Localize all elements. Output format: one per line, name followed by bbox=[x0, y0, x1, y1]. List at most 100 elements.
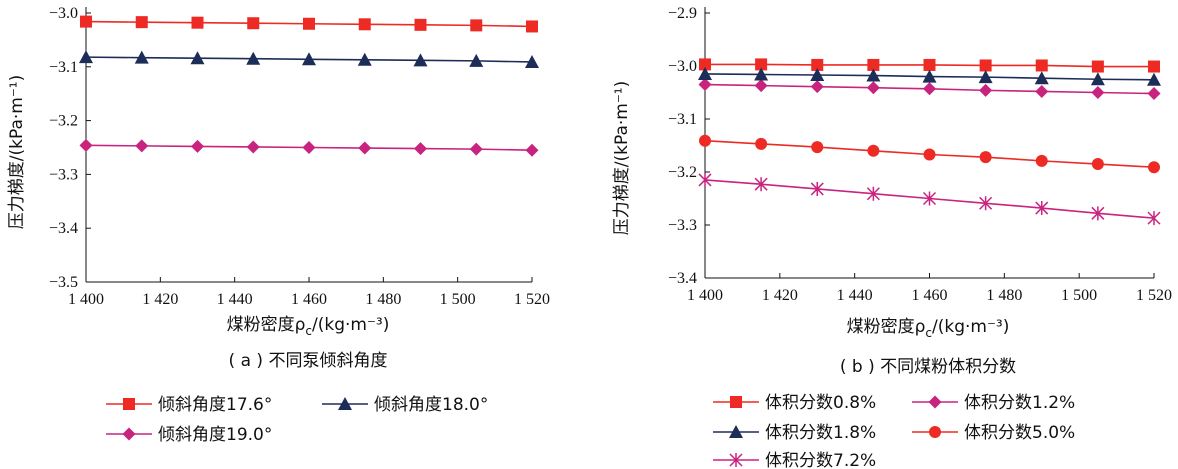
legend-label: 倾斜角度19.0° bbox=[158, 425, 272, 445]
data-point bbox=[525, 143, 539, 157]
data-point bbox=[135, 16, 148, 29]
x-tick-label: 1 480 bbox=[986, 287, 1022, 304]
legend-entry: 体积分数7.2% bbox=[713, 451, 876, 469]
panel-b: −2.9 −3.0 −3.1 −3.2 −3.3 −3.41 400 1 420 1 440 1… bbox=[612, 5, 1172, 469]
data-point bbox=[525, 54, 539, 68]
data-point bbox=[922, 69, 937, 83]
x-tick-label: 1 440 bbox=[837, 287, 873, 304]
data-point bbox=[358, 141, 372, 155]
data-point bbox=[1147, 87, 1161, 101]
legend-entry: 倾斜角度18.0° bbox=[322, 395, 488, 415]
legend-entry: 倾斜角度19.0° bbox=[106, 425, 272, 445]
x-tick-label: 1 460 bbox=[912, 287, 948, 304]
data-point bbox=[1091, 206, 1105, 221]
data-point bbox=[1035, 154, 1048, 167]
data-point bbox=[190, 51, 205, 65]
data-point bbox=[866, 68, 881, 82]
data-point bbox=[979, 83, 993, 97]
legend-marker bbox=[929, 426, 941, 438]
data-point bbox=[699, 134, 711, 147]
y-tick-label: −3.3 bbox=[49, 166, 78, 183]
data-point bbox=[469, 142, 483, 156]
data-point bbox=[526, 20, 538, 33]
caption-a: ( a ) 不同泵倾斜角度 bbox=[229, 351, 388, 371]
data-point bbox=[1035, 84, 1049, 98]
data-point bbox=[810, 181, 824, 196]
plot-area-b: −2.9 −3.0 −3.1 −3.2 −3.3 −3.41 400 1 420 1 440 1… bbox=[668, 5, 1172, 304]
x-axis-label-main-b: 煤粉密度ρ bbox=[847, 317, 926, 337]
series-2 bbox=[79, 50, 539, 68]
y-tick-label: −3.4 bbox=[49, 220, 78, 237]
caption-b: ( b ) 不同煤粉体积分数 bbox=[840, 357, 1016, 377]
y-tick-label: −3.0 bbox=[668, 58, 697, 75]
data-point bbox=[979, 59, 992, 72]
data-point bbox=[755, 58, 768, 71]
data-point bbox=[923, 82, 936, 96]
legend-label: 倾斜角度17.6° bbox=[158, 395, 272, 415]
data-point bbox=[302, 52, 316, 66]
x-axis-label-a: 煤粉密度ρc/(kg·m⁻³) bbox=[227, 315, 390, 338]
legend-marker bbox=[729, 425, 743, 438]
data-point bbox=[414, 18, 427, 31]
data-point bbox=[810, 80, 824, 94]
x-tick-label: 1 420 bbox=[762, 287, 798, 304]
legend-label: 倾斜角度18.0° bbox=[374, 395, 488, 415]
data-point bbox=[357, 52, 372, 66]
data-point bbox=[1091, 158, 1104, 171]
data-point bbox=[923, 148, 936, 161]
data-point bbox=[754, 79, 768, 93]
data-point bbox=[1035, 59, 1048, 72]
data-point bbox=[1148, 161, 1160, 174]
y-tick-label: −2.9 bbox=[668, 5, 697, 22]
data-point bbox=[979, 151, 992, 164]
data-point bbox=[1035, 201, 1049, 216]
y-tick-label: −3.2 bbox=[49, 113, 78, 130]
legend-entry: 体积分数5.0% bbox=[912, 423, 1075, 443]
legend-marker bbox=[338, 397, 352, 410]
x-axis-label-main-a: 煤粉密度ρ bbox=[227, 315, 306, 335]
data-point bbox=[1091, 86, 1105, 99]
x-tick-label: 1 520 bbox=[1136, 287, 1172, 304]
data-point bbox=[1090, 72, 1105, 86]
data-point bbox=[923, 58, 936, 71]
legend-label: 体积分数1.2% bbox=[964, 393, 1075, 413]
data-point bbox=[191, 16, 204, 29]
series-2 bbox=[698, 78, 1161, 101]
data-point bbox=[698, 78, 712, 92]
y-tick-label: −3.0 bbox=[49, 5, 78, 22]
x-axis-label-b: 煤粉密度ρc/(kg·m⁻³) bbox=[847, 317, 1010, 340]
x-axis-label-unit-b: /(kg·m⁻³) bbox=[932, 317, 1009, 337]
data-point bbox=[811, 141, 824, 154]
data-point bbox=[246, 51, 261, 65]
series-5 bbox=[698, 172, 1161, 226]
data-point bbox=[470, 19, 483, 32]
series-3 bbox=[698, 66, 1161, 86]
x-tick-label: 1 440 bbox=[217, 291, 253, 308]
legend-b: 体积分数0.8% 体积分数1.2% 体积分数1.8% 体积分数5.0% 体积分数7.2% bbox=[713, 393, 1075, 469]
data-point bbox=[698, 66, 712, 80]
data-point bbox=[698, 172, 712, 187]
series-1 bbox=[80, 15, 538, 33]
data-point bbox=[413, 53, 428, 67]
x-axis-label-unit-a: /(kg·m⁻³) bbox=[312, 315, 389, 335]
panel-a: −3.0 −3.1 −3.2 −3.3 −3.4 −3.51 400 1 420 1 440 1… bbox=[7, 5, 550, 445]
legend-label: 体积分数5.0% bbox=[964, 423, 1075, 443]
legend-a: 倾斜角度17.6° 倾斜角度18.0° 倾斜角度19.0° bbox=[106, 395, 488, 445]
y-axis-label-a: 压力梯度/(kPa·m⁻¹) bbox=[7, 75, 27, 230]
x-tick-label: 1 400 bbox=[687, 287, 723, 304]
data-point bbox=[866, 81, 880, 95]
data-point bbox=[922, 191, 937, 206]
x-axis-label-sub-b: c bbox=[925, 326, 932, 340]
series-4 bbox=[699, 134, 1160, 174]
data-point bbox=[755, 137, 768, 150]
data-point bbox=[867, 58, 880, 71]
x-tick-label: 1 460 bbox=[291, 291, 327, 308]
series-1 bbox=[699, 58, 1160, 73]
y-tick-label: −3.2 bbox=[668, 164, 697, 181]
plot-area-a: −3.0 −3.1 −3.2 −3.3 −3.4 −3.51 400 1 420 1 440 1… bbox=[49, 5, 550, 308]
data-point bbox=[79, 138, 93, 152]
y-axis-label-b: 压力梯度/(kPa·m⁻¹) bbox=[612, 81, 632, 236]
data-point bbox=[302, 141, 316, 154]
legend-entry: 体积分数1.2% bbox=[912, 393, 1075, 413]
